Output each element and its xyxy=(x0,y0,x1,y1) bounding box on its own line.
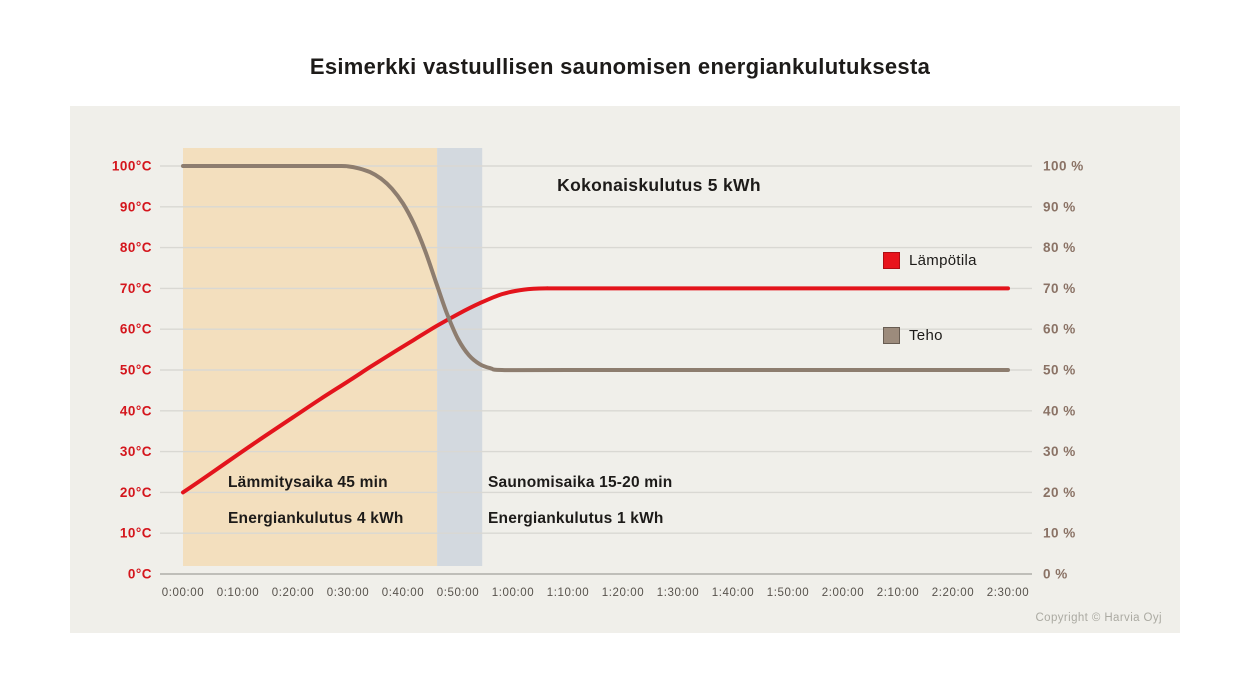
total-consumption-label: Kokonaiskulutus 5 kWh xyxy=(557,175,761,195)
power-legend-swatch xyxy=(883,327,900,344)
heating-time-label: Lämmitysaika 45 min xyxy=(228,474,388,491)
chart-panel: 0°C 0 % 10°C 10 % 20°C 20 % 30°C 30 % 40°C 40 % 50… xyxy=(70,106,1180,633)
series-line-power xyxy=(181,163,1010,373)
y-left-tick-label: 40°C xyxy=(120,403,152,418)
x-tick-label: 1:50:00 xyxy=(767,587,810,599)
y-left-tick-label: 70°C xyxy=(120,281,152,296)
x-tick-label: 2:10:00 xyxy=(877,587,920,599)
heating-annotation: Lämmitysaika 45 min Energiankulutus 4 kW… xyxy=(228,474,404,528)
series-line-temperature xyxy=(181,286,1010,495)
x-tick-label: 1:30:00 xyxy=(657,587,700,599)
power-legend-label: Teho xyxy=(909,327,943,344)
y-right-tick-label: 40 % xyxy=(1043,403,1076,418)
y-left-tick-label: 30°C xyxy=(120,444,152,459)
x-tick-label: 1:00:00 xyxy=(492,587,535,599)
copyright-notice: Copyright © Harvia Oyj xyxy=(1035,612,1162,624)
x-tick-label: 0:30:00 xyxy=(327,587,370,599)
x-tick-label: 2:30:00 xyxy=(987,587,1030,599)
y-right-tick-label: 50 % xyxy=(1043,363,1076,378)
y-right-tick-label: 10 % xyxy=(1043,526,1076,541)
y-left-tick-label: 100°C xyxy=(112,159,152,174)
x-tick-label: 2:20:00 xyxy=(932,587,975,599)
y-right-tick-label: 0 % xyxy=(1043,567,1068,582)
y-right-tick-label: 90 % xyxy=(1043,199,1076,214)
x-tick-label: 0:10:00 xyxy=(217,587,260,599)
y-left-tick-label: 50°C xyxy=(120,363,152,378)
x-tick-label: 1:20:00 xyxy=(602,587,645,599)
y-left-tick-label: 80°C xyxy=(120,240,152,255)
x-tick-label: 1:10:00 xyxy=(547,587,590,599)
temperature-legend-label: Lämpötila xyxy=(909,252,977,269)
x-tick-label: 0:20:00 xyxy=(272,587,315,599)
legend-item-temperature: Lämpötila xyxy=(883,252,977,269)
x-tick-label: 0:40:00 xyxy=(382,587,425,599)
region-heating-period xyxy=(183,148,438,566)
y-right-tick-label: 70 % xyxy=(1043,281,1076,296)
y-right-tick-label: 20 % xyxy=(1043,485,1076,500)
y-left-tick-label: 90°C xyxy=(120,199,152,214)
sauna-energy-label: Energiankulutus 1 kWh xyxy=(488,510,664,527)
y-left-tick-label: 60°C xyxy=(120,322,152,337)
y-left-tick-label: 20°C xyxy=(120,485,152,500)
x-tick-label: 1:40:00 xyxy=(712,587,755,599)
y-left-tick-label: 0°C xyxy=(128,567,152,582)
y-right-tick-label: 100 % xyxy=(1043,159,1084,174)
sauna-time-label: Saunomisaika 15-20 min xyxy=(488,474,673,491)
x-tick-label: 0:00:00 xyxy=(162,587,205,599)
x-tick-label: 0:50:00 xyxy=(437,587,480,599)
y-left-tick-label: 10°C xyxy=(120,526,152,541)
sauna-annotation: Saunomisaika 15-20 min Energiankulutus 1… xyxy=(488,474,672,528)
y-right-tick-label: 80 % xyxy=(1043,240,1076,255)
chart-title: Esimerkki vastuullisen saunomisen energi… xyxy=(309,54,931,79)
x-tick-label: 2:00:00 xyxy=(822,587,865,599)
legend-item-power: Teho xyxy=(883,327,943,344)
y-right-tick-label: 30 % xyxy=(1043,444,1076,459)
region-sauna-period xyxy=(437,148,483,566)
temperature-legend-swatch xyxy=(883,252,900,269)
y-right-tick-label: 60 % xyxy=(1043,322,1076,337)
heating-energy-label: Energiankulutus 4 kWh xyxy=(228,510,404,527)
